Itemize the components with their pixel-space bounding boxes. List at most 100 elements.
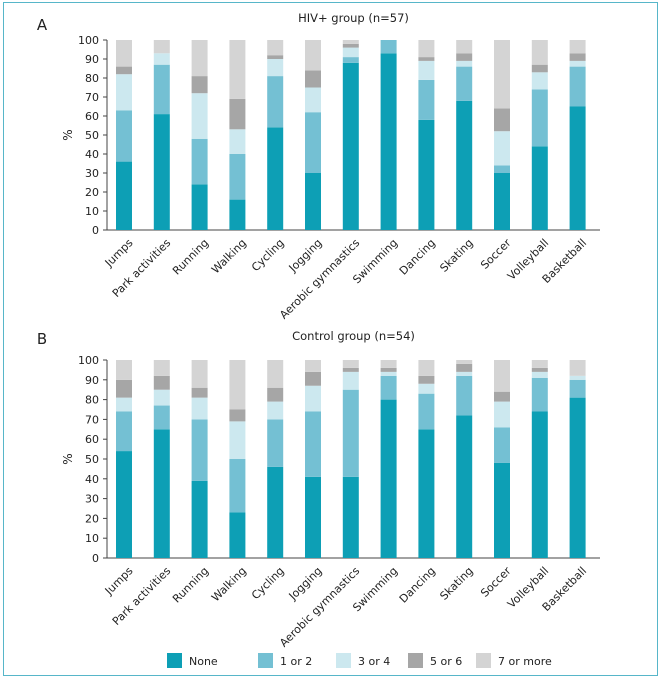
- bar-segment-volleyball-5-or-6: [531, 367, 548, 372]
- y-tick-label: 20: [85, 186, 99, 199]
- bar-segment-aerobic-gymnastics-5-or-6: [342, 43, 359, 48]
- bar-segment-swimming-5-or-6: [380, 367, 397, 372]
- bar-segment-running-none: [191, 480, 208, 558]
- bar-segment-dancing-7-or-more: [418, 40, 435, 58]
- bar-segment-running-1-or-2: [191, 138, 208, 185]
- x-tick-label-skating: Skating: [437, 564, 475, 602]
- x-tick-label-cycling: Cycling: [249, 564, 287, 602]
- x-tick-label-running: Running: [170, 564, 211, 605]
- bar-segment-soccer-7-or-more: [494, 40, 510, 109]
- bar-segment-aerobic-gymnastics-none: [342, 476, 359, 558]
- x-tick-label-soccer: Soccer: [478, 236, 514, 272]
- bar-segment-jumps-7-or-more: [116, 40, 132, 67]
- bar-segment-jumps-7-or-more: [116, 360, 132, 380]
- bar-segment-jumps-1-or-2: [116, 110, 132, 162]
- bar-segment-soccer-none: [494, 173, 510, 230]
- bar-segment-skating-5-or-6: [456, 53, 473, 61]
- bar-segment-cycling-1-or-2: [267, 419, 284, 467]
- bar-segment-aerobic-gymnastics-none: [342, 62, 359, 230]
- bar-segment-dancing-5-or-6: [418, 57, 435, 61]
- y-tick-label: 0: [92, 224, 99, 237]
- y-tick-label: 30: [85, 167, 99, 180]
- y-tick-label: 100: [78, 34, 99, 47]
- y-tick-label: 50: [85, 129, 99, 142]
- bar-segment-aerobic-gymnastics-1-or-2: [342, 57, 359, 63]
- y-tick-label: 90: [85, 374, 99, 387]
- legend-swatch-1-or-2: [258, 653, 273, 668]
- y-tick-label: 80: [85, 72, 99, 85]
- y-tick-label: 0: [92, 552, 99, 565]
- bar-segment-running-3-or-4: [191, 93, 208, 139]
- bar-segment-dancing-1-or-2: [418, 393, 435, 430]
- bar-segment-cycling-none: [267, 466, 284, 558]
- bar-segment-swimming-1-or-2: [380, 40, 397, 54]
- legend-label-3-or-4: 3 or 4: [358, 655, 390, 668]
- bar-segment-swimming-1-or-2: [380, 375, 397, 400]
- bar-segment-cycling-none: [267, 127, 284, 230]
- bar-segment-dancing-3-or-4: [418, 383, 435, 394]
- chart-panel-b: B Control group (n=54) 0 10 20 30 40 50 60 70 80 90…: [37, 329, 600, 650]
- chart-title: HIV+ group (n=57): [298, 11, 409, 25]
- bar-segment-cycling-3-or-4: [267, 401, 284, 420]
- bar-segment-running-1-or-2: [191, 419, 208, 481]
- bar-segment-volleyball-5-or-6: [531, 64, 548, 73]
- bar-segment-running-5-or-6: [191, 76, 208, 94]
- bar-segment-volleyball-1-or-2: [531, 89, 548, 147]
- bar-segment-jogging-none: [305, 173, 321, 230]
- x-tick-label-dancing: Dancing: [397, 564, 438, 605]
- legend-swatch-none: [167, 653, 182, 668]
- y-axis-label: %: [61, 129, 75, 140]
- bar-segment-dancing-5-or-6: [418, 375, 435, 384]
- x-tick-label-jumps: Jumps: [102, 564, 136, 598]
- x-tick-label-dancing: Dancing: [397, 236, 438, 277]
- bar-segment-volleyball-7-or-more: [531, 360, 548, 368]
- legend-label-1-or-2: 1 or 2: [280, 655, 312, 668]
- bar-segment-volleyball-3-or-4: [531, 72, 548, 90]
- bar-segment-skating-1-or-2: [456, 66, 473, 101]
- bar-segment-walking-7-or-more: [229, 360, 246, 410]
- bar-segment-cycling-7-or-more: [267, 40, 284, 56]
- bar-segment-swimming-7-or-more: [380, 360, 397, 368]
- bar-segment-park-activities-3-or-4: [153, 389, 170, 406]
- bar-segment-soccer-none: [494, 462, 510, 558]
- bar-segment-walking-5-or-6: [229, 409, 246, 422]
- bar-segment-soccer-3-or-4: [494, 401, 510, 428]
- bar-segment-basketball-7-or-more: [569, 360, 586, 376]
- bar-segment-soccer-1-or-2: [494, 427, 510, 463]
- y-tick-label: 50: [85, 453, 99, 466]
- bar-segment-aerobic-gymnastics-5-or-6: [342, 367, 359, 372]
- y-tick-label: 100: [78, 354, 99, 367]
- bar-segment-basketball-none: [569, 397, 586, 558]
- y-tick-label: 40: [85, 473, 99, 486]
- bar-segment-dancing-3-or-4: [418, 60, 435, 80]
- bar-segment-jumps-3-or-4: [116, 74, 132, 111]
- bar-segment-walking-1-or-2: [229, 154, 246, 200]
- bar-segment-jogging-1-or-2: [305, 411, 321, 477]
- bar-segment-park-activities-5-or-6: [153, 375, 170, 390]
- bar-segment-skating-7-or-more: [456, 40, 473, 54]
- bar-segment-aerobic-gymnastics-7-or-more: [342, 40, 359, 44]
- bar-segment-skating-3-or-4: [456, 60, 473, 67]
- panel-label: B: [37, 330, 47, 348]
- bar-segment-skating-none: [456, 100, 473, 230]
- y-tick-label: 40: [85, 148, 99, 161]
- legend-label-7-or-more: 7 or more: [498, 655, 552, 668]
- bar-segment-aerobic-gymnastics-3-or-4: [342, 47, 359, 58]
- bar-segment-jumps-1-or-2: [116, 411, 132, 452]
- bar-segment-park-activities-none: [153, 114, 170, 230]
- bar-segment-running-5-or-6: [191, 387, 208, 398]
- y-tick-label: 20: [85, 512, 99, 525]
- bar-segment-basketball-7-or-more: [569, 40, 586, 54]
- bar-segment-cycling-5-or-6: [267, 387, 284, 402]
- bar-segment-jogging-5-or-6: [305, 70, 321, 88]
- y-tick-label: 90: [85, 53, 99, 66]
- bar-segment-park-activities-7-or-more: [153, 360, 170, 376]
- bar-segment-walking-1-or-2: [229, 459, 246, 513]
- chart-title: Control group (n=54): [292, 329, 415, 343]
- bar-segment-basketball-3-or-4: [569, 375, 586, 380]
- bar-segment-jogging-1-or-2: [305, 112, 321, 173]
- bar-segment-basketball-1-or-2: [569, 66, 586, 107]
- bar-segment-walking-none: [229, 512, 246, 558]
- bar-segment-skating-1-or-2: [456, 375, 473, 416]
- bar-segment-jumps-5-or-6: [116, 66, 132, 75]
